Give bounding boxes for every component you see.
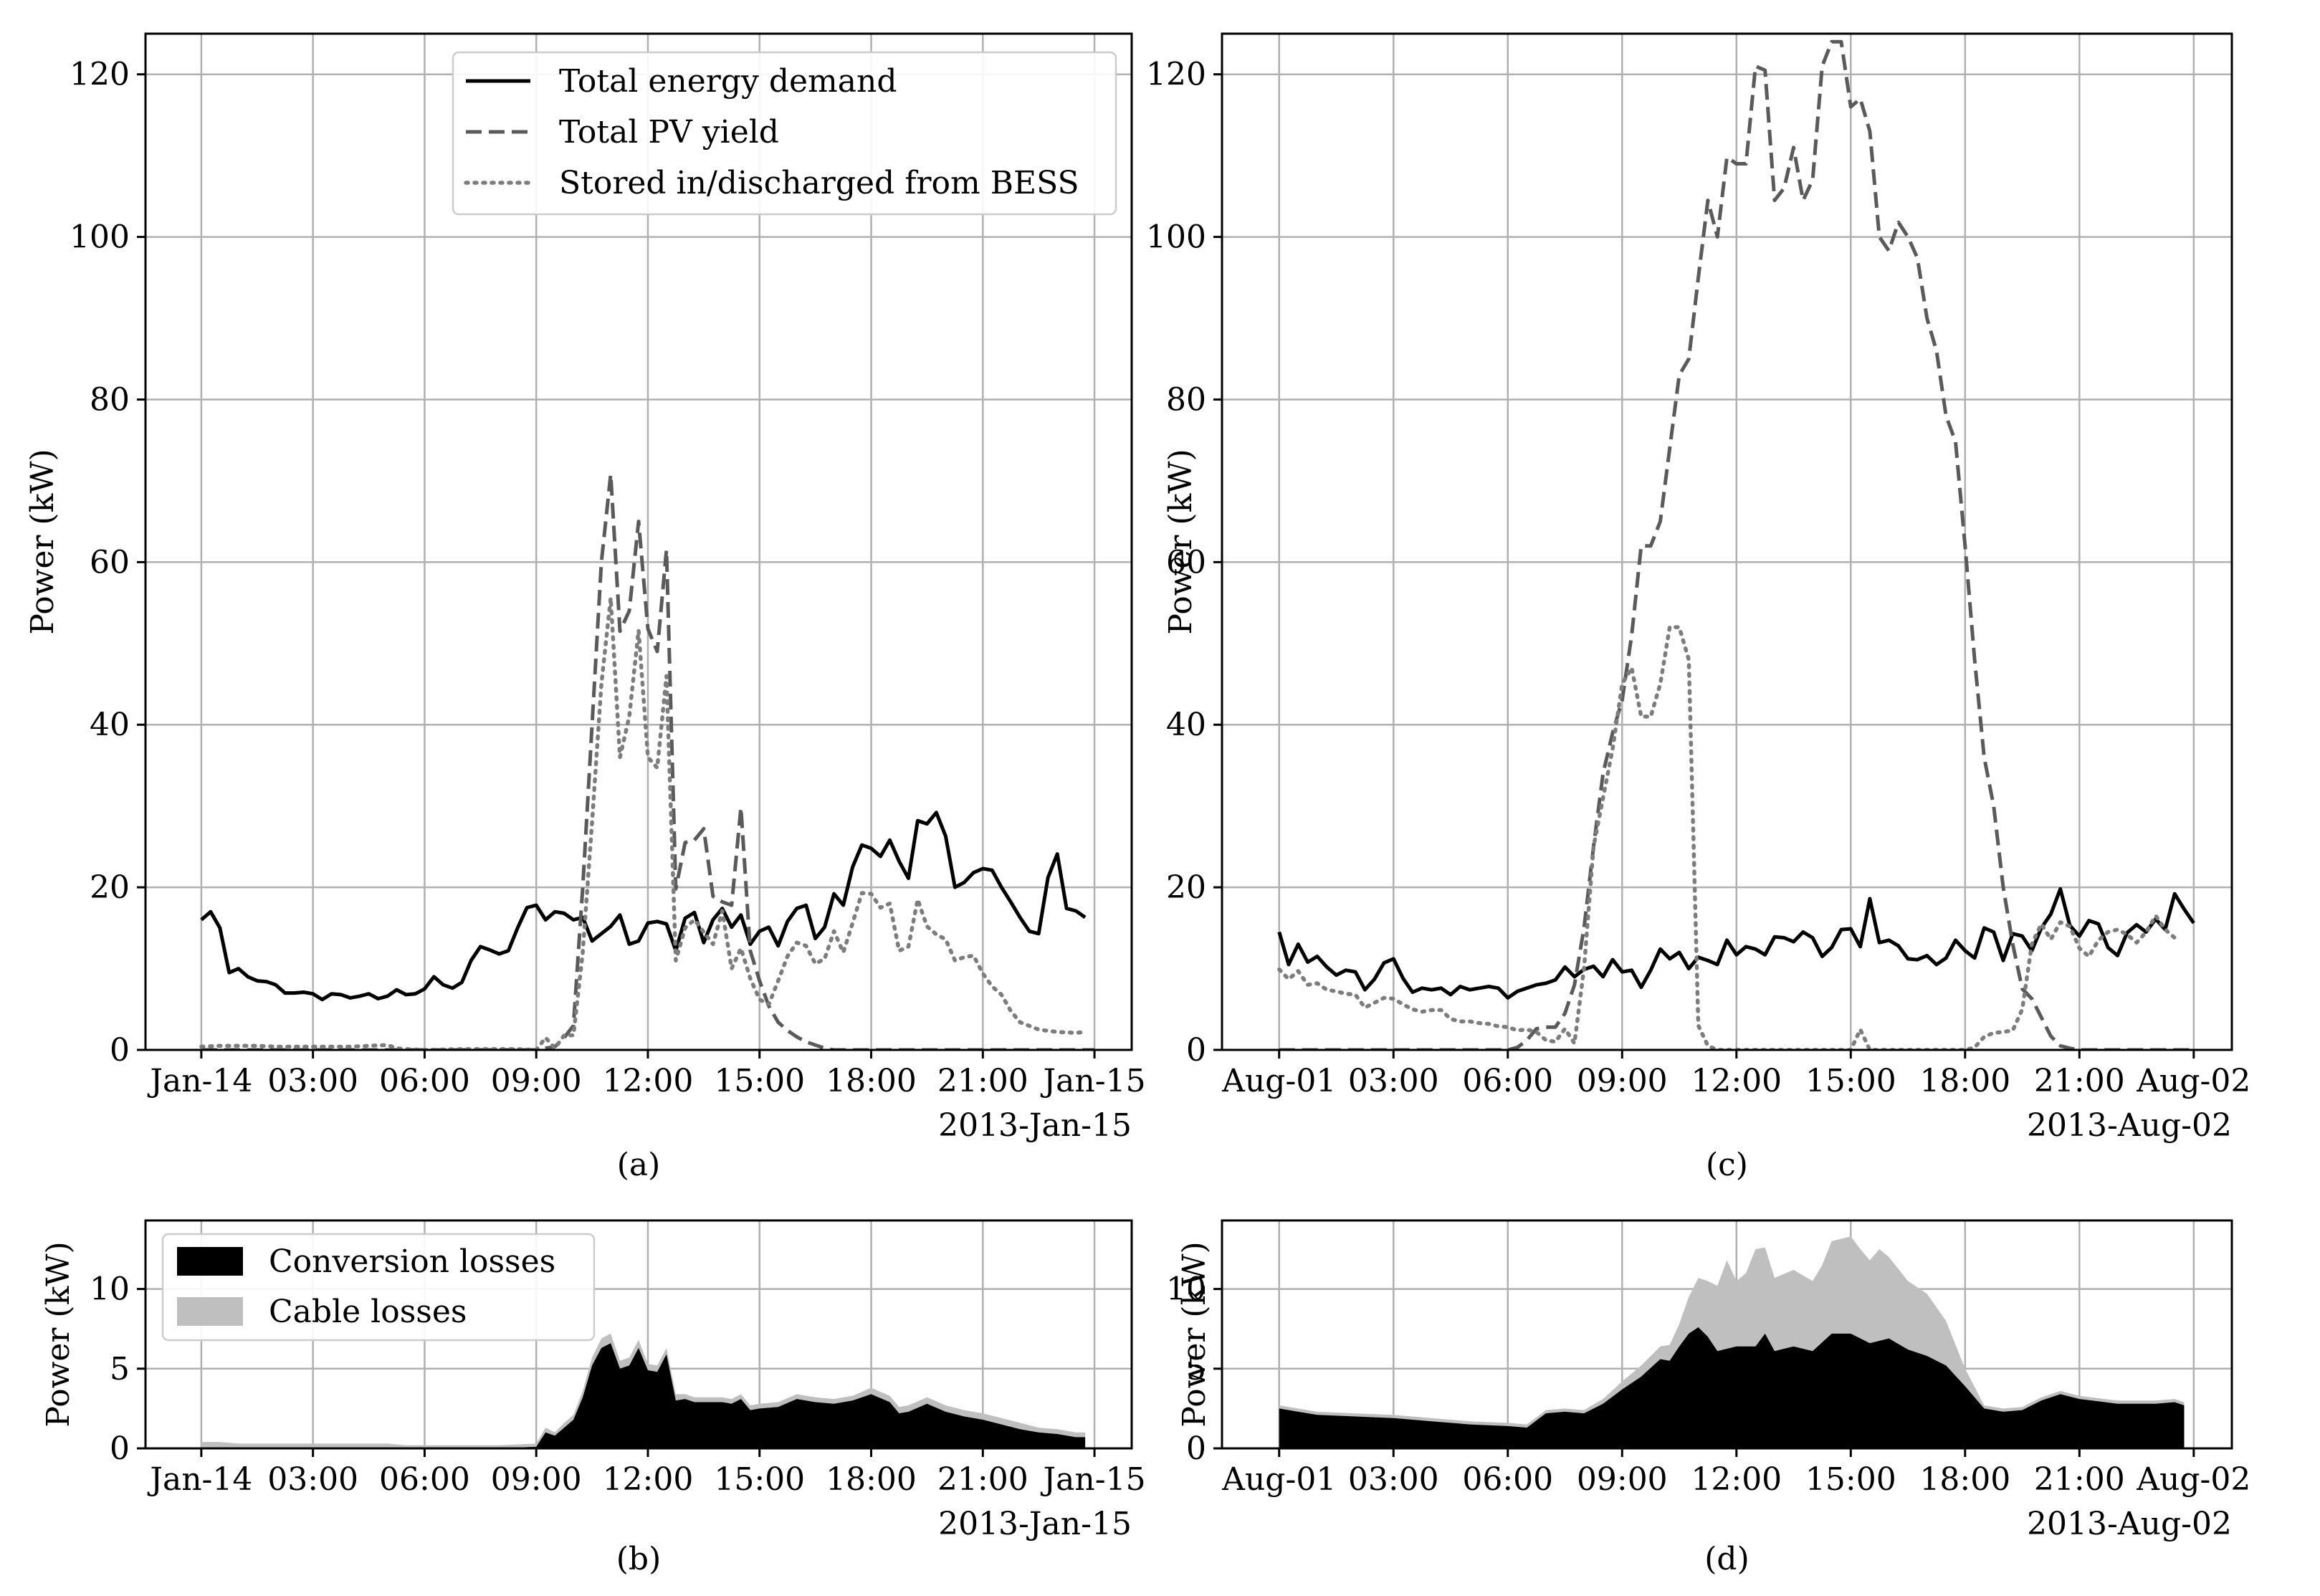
y-tick-label: 0 (1186, 1032, 1206, 1069)
x-tick-label: 18:00 (826, 1461, 917, 1498)
y-axis-label: Power (kW) (1163, 449, 1199, 634)
x-tick-label: 12:00 (603, 1461, 694, 1498)
x-tick-label: 06:00 (1462, 1461, 1553, 1498)
panel-caption: (b) (616, 1541, 662, 1577)
y-tick-label: 5 (1186, 1351, 1206, 1387)
legend-swatch (177, 1297, 243, 1326)
y-tick-label: 100 (1146, 219, 1206, 256)
y-tick-label: 100 (70, 219, 130, 256)
x-tick-label: Jan-15 (1041, 1461, 1146, 1498)
legend: Total energy demand Total PV yield Stored … (452, 51, 1117, 216)
panel-caption: (c) (1706, 1147, 1748, 1183)
plot-area-d (1279, 1236, 2185, 1448)
x-offset-label: 2013-Aug-02 (2027, 1107, 2232, 1144)
x-tick-label: 18:00 (826, 1063, 917, 1099)
x-tick-label: 21:00 (937, 1063, 1028, 1099)
y-tick-label: 80 (1166, 381, 1206, 418)
x-tick-label: 03:00 (267, 1461, 358, 1498)
y-tick-label: 40 (1166, 707, 1206, 743)
x-tick-label: 03:00 (267, 1063, 358, 1099)
series-line-total-energy-demand (200, 811, 1087, 1002)
y-tick-label: 60 (1166, 544, 1206, 580)
series-line-total-pv-yield (201, 472, 1095, 1050)
y-tick-label: 0 (1186, 1430, 1206, 1467)
x-tick-label: Aug-02 (2136, 1063, 2250, 1099)
y-tick-label: 120 (1146, 57, 1206, 93)
y-tick-label: 80 (90, 381, 130, 418)
x-tick-label: 03:00 (1348, 1461, 1439, 1498)
axes-frame (1221, 32, 2233, 1051)
y-tick-label: 20 (90, 869, 130, 906)
area-conversion-losses (201, 1343, 1086, 1448)
legend-label: Conversion losses (269, 1243, 555, 1280)
x-tick-label: Aug-01 (1221, 1461, 1336, 1498)
x-tick-label: 21:00 (2034, 1461, 2125, 1498)
y-tick-label: 0 (110, 1430, 130, 1467)
panel-caption: (d) (1704, 1541, 1749, 1577)
legend-label: Cable losses (269, 1294, 467, 1330)
x-offset-label: 2013-Jan-15 (938, 1107, 1132, 1144)
y-axis-label: Power (kW) (1176, 1241, 1213, 1427)
x-tick-label: 06:00 (379, 1461, 470, 1498)
y-tick-label: 10 (1166, 1271, 1206, 1308)
x-tick-label: 03:00 (1348, 1063, 1439, 1099)
x-tick-label: Jan-15 (1041, 1063, 1146, 1099)
x-tick-label: 06:00 (379, 1063, 470, 1099)
plot-area-b (201, 1333, 1086, 1448)
x-tick-label: 09:00 (1577, 1461, 1668, 1498)
y-tick-label: 10 (90, 1271, 130, 1308)
y-axis-label: Power (kW) (24, 449, 61, 634)
legend-box (161, 1233, 596, 1342)
x-tick-label: 21:00 (2034, 1063, 2125, 1099)
x-tick-label: 18:00 (1919, 1461, 2010, 1498)
series-line-stored-in-discharged-from-bess (199, 596, 1087, 1050)
panel-b: 0 5 10 Jan-14 03:00 06:00 09:00 12:00 15:00 18:00… (40, 1219, 1146, 1577)
x-tick-label: 18:00 (1919, 1063, 2010, 1099)
x-tick-label: 06:00 (1462, 1063, 1553, 1099)
x-tick-label: 09:00 (1577, 1063, 1668, 1099)
panel-a: 0 20 40 60 80 100 120 Jan-14 03:00 06:00 09:00 12:0… (24, 32, 1146, 1183)
y-tick-label: 20 (1166, 869, 1206, 906)
x-offset-label: 2013-Aug-02 (2027, 1506, 2232, 1542)
legend-swatch (177, 1247, 243, 1276)
y-tick-label: 0 (110, 1032, 130, 1069)
x-tick-label: 15:00 (1805, 1461, 1896, 1498)
legend-label: Stored in/discharged from BESS (559, 165, 1079, 201)
area-conversion-losses (1279, 1327, 2185, 1448)
y-tick-label: 40 (90, 707, 130, 743)
x-offset-label: 2013-Jan-15 (938, 1506, 1132, 1542)
y-axis-label: Power (kW) (40, 1241, 77, 1427)
x-tick-label: Jan-14 (147, 1063, 252, 1099)
axes-frame (144, 1219, 1133, 1450)
x-tick-label: Jan-14 (147, 1461, 252, 1498)
x-tick-label: 21:00 (937, 1461, 1028, 1498)
x-tick-label: 09:00 (491, 1063, 582, 1099)
legend-label: Total PV yield (559, 114, 779, 150)
panel-c: 0 20 40 60 80 100 120 Aug-01 03:00 06:00 09:00 12:0… (1146, 32, 2250, 1183)
legend-label: Total energy demand (559, 63, 897, 100)
axes-frame (1221, 1219, 2233, 1450)
panel-caption: (a) (617, 1147, 661, 1183)
panel-d: 0 5 10 Aug-01 03:00 06:00 09:00 12:00 15:00 18:00… (1166, 1219, 2250, 1577)
y-tick-label: 60 (90, 544, 130, 580)
x-tick-label: 15:00 (714, 1063, 805, 1099)
x-tick-label: Aug-02 (2136, 1461, 2250, 1498)
x-tick-label: 12:00 (1691, 1063, 1782, 1099)
series-line-stored-in-discharged-from-bess (1277, 625, 2177, 1050)
legend: Conversion losses Cable losses (161, 1233, 596, 1342)
x-tick-label: 09:00 (491, 1461, 582, 1498)
y-tick-label: 5 (110, 1351, 130, 1387)
axes-frame (144, 32, 1133, 1051)
series-line-total-pv-yield (1279, 39, 2194, 1050)
legend-box (452, 51, 1117, 216)
y-tick-label: 120 (70, 57, 130, 93)
plot-area-c (1277, 39, 2195, 1050)
x-tick-label: 15:00 (1805, 1063, 1896, 1099)
x-tick-label: Aug-01 (1221, 1063, 1336, 1099)
x-tick-label: 12:00 (603, 1063, 694, 1099)
x-tick-label: 15:00 (714, 1461, 805, 1498)
x-tick-label: 12:00 (1691, 1461, 1782, 1498)
